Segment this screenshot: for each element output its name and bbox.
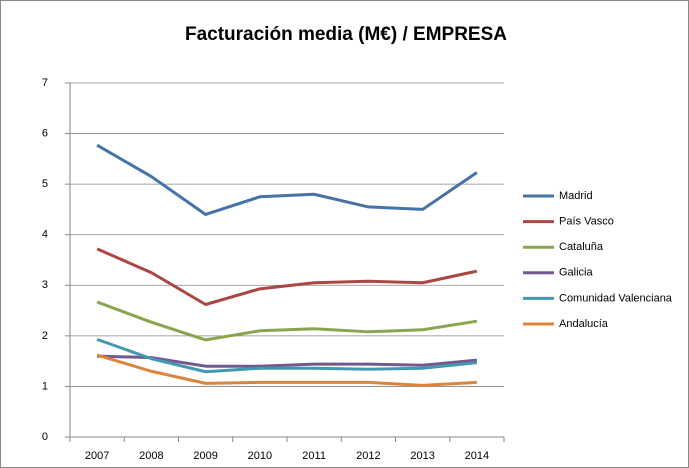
- series-line: [97, 354, 478, 368]
- x-tick-label: 2007: [85, 450, 109, 462]
- series-line: [96, 300, 478, 342]
- x-tick-label: 2011: [302, 450, 326, 462]
- series-line: [96, 337, 478, 374]
- y-tick-label: 5: [42, 178, 48, 190]
- x-tick-label: 2013: [410, 450, 434, 462]
- y-tick-label: 6: [42, 127, 48, 139]
- x-tick-label: 2009: [193, 450, 217, 462]
- legend-label: Galicia: [559, 267, 594, 279]
- series-line: [96, 143, 478, 216]
- series-line: [96, 247, 478, 307]
- y-tick-label: 3: [42, 279, 48, 291]
- y-tick-label: 7: [42, 77, 48, 89]
- legend-label: Andalucía: [559, 318, 609, 330]
- y-tick-label: 1: [42, 380, 48, 392]
- y-tick-label: 4: [42, 229, 48, 241]
- x-tick-label: 2014: [465, 450, 489, 462]
- x-tick-label: 2012: [356, 450, 380, 462]
- y-tick-label: 2: [42, 330, 48, 342]
- x-tick-label: 2008: [139, 450, 163, 462]
- y-tick-label: 0: [42, 431, 48, 443]
- legend-label: Cataluña: [559, 241, 604, 253]
- chart-title: Facturación media (M€) / EMPRESA: [185, 24, 507, 45]
- series-line: [96, 353, 477, 387]
- legend-label: Comunidad Valenciana: [559, 292, 673, 304]
- legend-label: País Vasco: [559, 216, 614, 228]
- x-tick-label: 2010: [248, 450, 272, 462]
- legend-label: Madrid: [559, 190, 593, 202]
